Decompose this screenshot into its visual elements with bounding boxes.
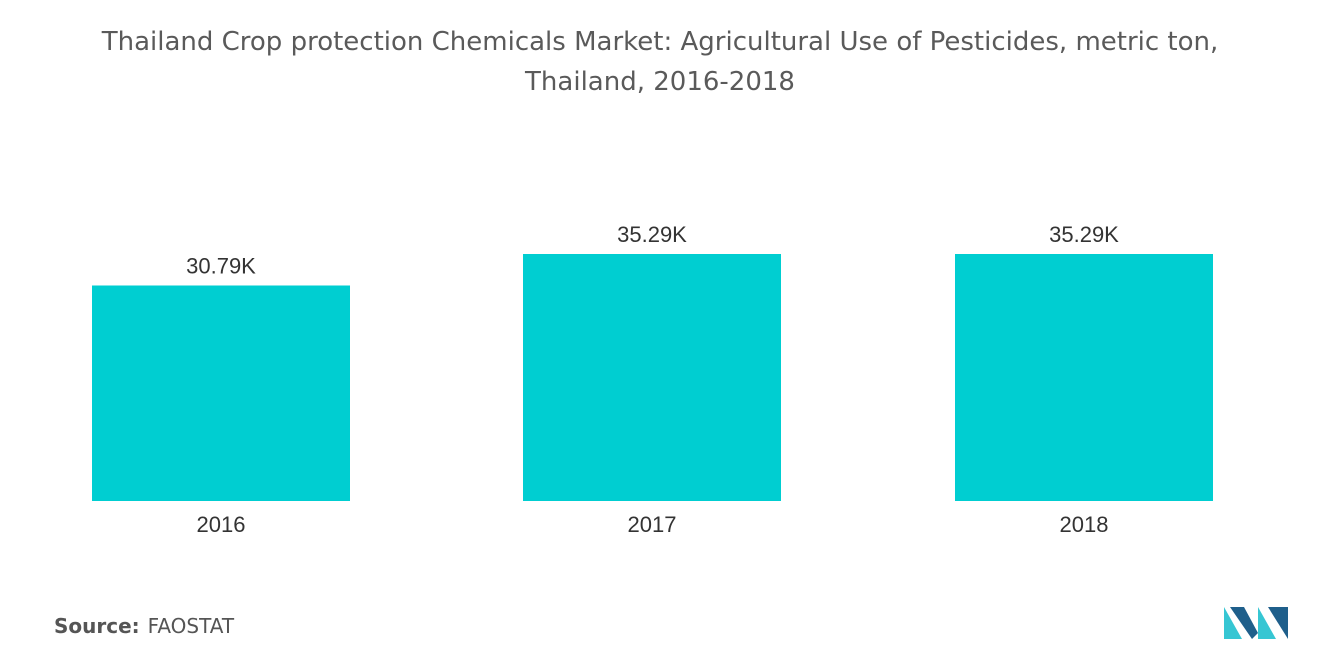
data-label-2016: 30.79K xyxy=(186,253,256,278)
bar-2016 xyxy=(92,285,350,501)
mordor-intelligence-logo-icon xyxy=(1224,607,1288,639)
data-label-2017: 35.29K xyxy=(617,222,687,247)
chart-title: Thailand Crop protection Chemicals Marke… xyxy=(0,22,1320,102)
data-label-2018: 35.29K xyxy=(1049,222,1119,247)
source-value: FAOSTAT xyxy=(147,614,235,638)
x-tick-label-2016: 2016 xyxy=(197,512,246,537)
x-tick-label-2017: 2017 xyxy=(628,512,677,537)
chart-title-line-2: Thailand, 2016-2018 xyxy=(525,67,795,97)
source-label: Source: xyxy=(54,614,140,638)
x-tick-label-2018: 2018 xyxy=(1060,512,1109,537)
bar-chart: 30.79K 2016 35.29K 2017 35.29K 2018 xyxy=(92,222,1213,537)
source-note: Source: FAOSTAT xyxy=(54,614,234,638)
chart-title-line-1: Thailand Crop protection Chemicals Marke… xyxy=(101,27,1219,57)
bar-2018 xyxy=(955,254,1213,501)
bar-2017 xyxy=(523,254,781,501)
